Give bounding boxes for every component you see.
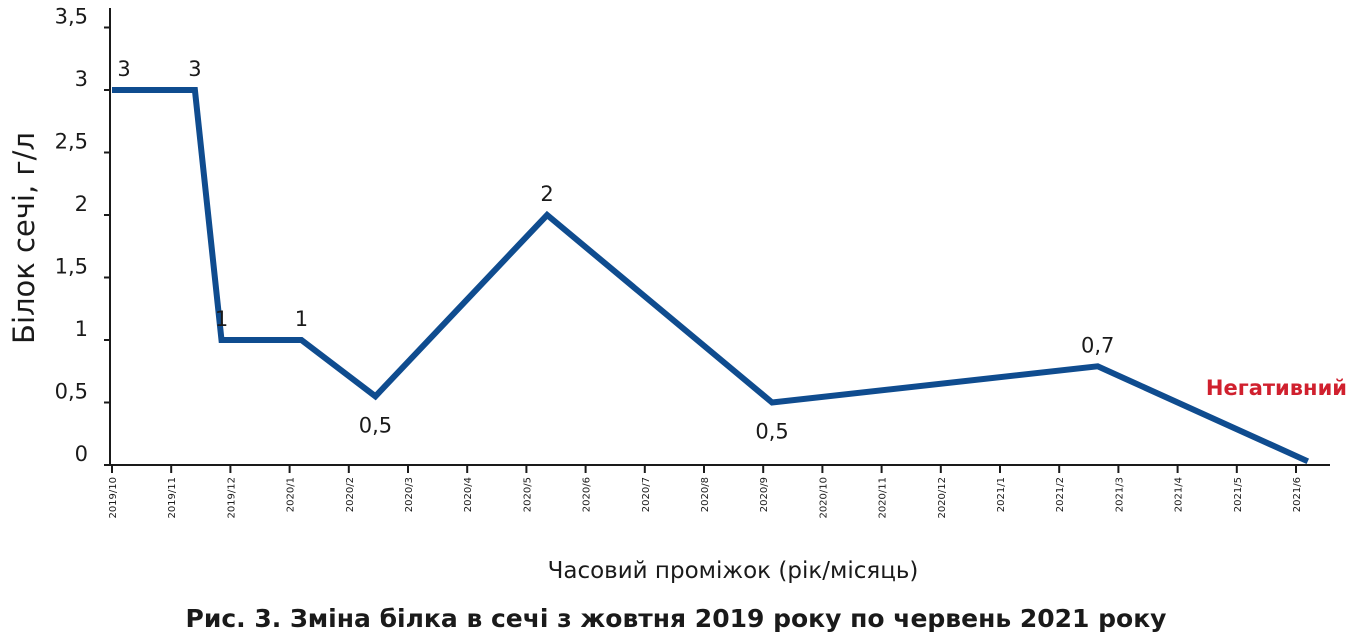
data-label: 1 — [295, 307, 308, 331]
x-tick-label: 2021/1 — [996, 477, 1007, 512]
x-tick-label: 2020/8 — [700, 477, 711, 512]
x-tick-label: 2020/12 — [937, 477, 948, 519]
y-tick-label: 1 — [75, 317, 88, 341]
data-label: 0,5 — [755, 420, 788, 444]
x-tick-label: 2021/2 — [1055, 477, 1066, 512]
line-chart: 00,511,522,533,5 2019/10 2019/11 2019/12 20… — [7, 5, 1347, 585]
y-tick-label: 1,5 — [55, 255, 88, 279]
y-axis: 0 0,5 1 1,5 2 2,5 3 3,5 — [55, 5, 111, 466]
x-tick-label: 2020/10 — [818, 477, 829, 519]
x-tick-label: 2021/5 — [1233, 477, 1244, 512]
x-tick-label: 2020/5 — [522, 477, 533, 512]
annotation-negative: Негативний — [1206, 376, 1347, 400]
data-label: 3 — [117, 57, 130, 81]
x-tick-label: 2020/9 — [759, 477, 770, 512]
x-tick-label: 2021/4 — [1174, 477, 1185, 512]
x-tick-label: 2021/6 — [1292, 477, 1303, 512]
series-line — [112, 87, 1310, 465]
y-tick-label: 2 — [75, 192, 88, 216]
x-axis-label: Часовий проміжок (рік/місяць) — [548, 558, 919, 584]
x-tick-label: 2020/4 — [463, 477, 474, 512]
data-label: 0,5 — [359, 413, 392, 437]
y-tick-label: 3 — [75, 67, 88, 91]
x-tick-label: 2020/11 — [878, 477, 889, 519]
data-label: 2 — [540, 182, 553, 206]
x-tick-label: 2020/6 — [582, 477, 593, 512]
x-tick-label: 2019/10 — [108, 477, 119, 519]
x-tick-label: 2019/12 — [226, 477, 237, 519]
data-labels: 3 3 1 1 0,5 2 0,5 0,7 Негативний — [117, 57, 1347, 444]
x-tick-label: 2019/11 — [167, 477, 178, 519]
y-axis-label: Білок сечі, г/л — [7, 132, 41, 344]
y-tick-label: 0 — [75, 442, 88, 466]
x-axis: 2019/10 2019/11 2019/12 2020/1 2020/2 2020/3 2… — [108, 464, 1330, 519]
figure-caption: Рис. 3. Зміна білка в сечі з жовтня 2019… — [185, 604, 1167, 633]
data-label: 3 — [188, 57, 201, 81]
y-tick-label: 0,5 — [55, 380, 88, 404]
y-tick-label: 2,5 — [55, 130, 88, 154]
data-label: 1 — [215, 307, 228, 331]
x-tick-label: 2020/1 — [286, 477, 297, 512]
series-group — [112, 87, 1310, 465]
x-tick-label: 2020/3 — [404, 477, 415, 512]
y-tick-label: 3,5 — [55, 5, 88, 29]
x-tick-label: 2020/7 — [641, 477, 652, 512]
data-label: 0,7 — [1081, 333, 1114, 357]
x-tick-label: 2020/2 — [345, 477, 356, 512]
x-tick-label: 2021/3 — [1114, 477, 1125, 512]
